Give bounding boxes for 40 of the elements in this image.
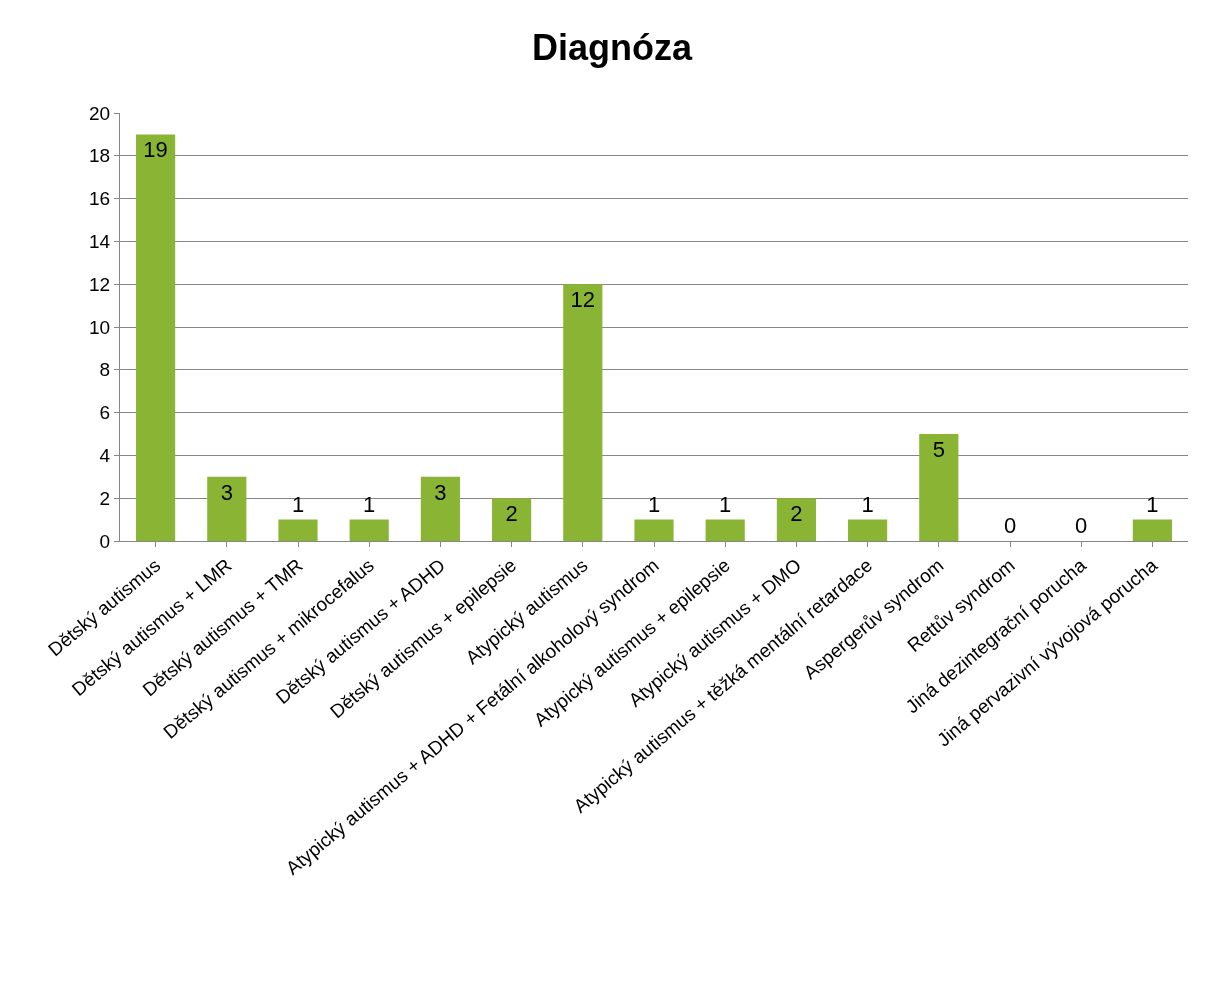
- y-tick-label: 20: [89, 102, 111, 124]
- data-label: 1: [1146, 491, 1159, 517]
- data-label: 1: [647, 491, 661, 517]
- y-tick-label: 12: [89, 273, 111, 295]
- bar: [705, 519, 745, 541]
- bar: [776, 498, 816, 541]
- data-label: 12: [570, 287, 596, 313]
- y-tick-label: 10: [89, 316, 111, 338]
- y-tick-label: 2: [99, 487, 111, 509]
- data-label: 5: [932, 437, 945, 462]
- data-label: 2: [505, 501, 518, 527]
- data-label: 1: [291, 491, 305, 517]
- bar: [492, 498, 532, 541]
- data-label: 1: [719, 491, 732, 517]
- bar: [848, 519, 888, 541]
- y-tick-label: 6: [99, 402, 111, 424]
- y-tick-label: 16: [89, 188, 111, 210]
- bar: [919, 434, 959, 541]
- bar: [420, 476, 460, 541]
- bar: [136, 134, 176, 541]
- data-label: 1: [861, 491, 874, 517]
- bar: [278, 519, 318, 541]
- bar: [563, 284, 603, 541]
- y-tick-label: 0: [99, 530, 111, 552]
- data-label: 19: [143, 137, 168, 163]
- data-label: 0: [1003, 513, 1017, 538]
- data-label: 2: [790, 501, 803, 527]
- data-label: 3: [220, 479, 233, 505]
- bar: [634, 519, 674, 541]
- bar: [207, 476, 247, 541]
- y-tick-label: 14: [89, 231, 111, 253]
- y-tick-label: 8: [99, 359, 111, 381]
- bar: [349, 519, 389, 541]
- data-label: 0: [1075, 513, 1088, 538]
- y-tick-label: 18: [89, 145, 111, 167]
- data-label: 3: [434, 479, 447, 505]
- bar: [1132, 519, 1172, 541]
- chart-title: Diagnóza: [531, 26, 693, 68]
- data-label: 1: [363, 491, 376, 517]
- y-tick-label: 4: [99, 445, 111, 467]
